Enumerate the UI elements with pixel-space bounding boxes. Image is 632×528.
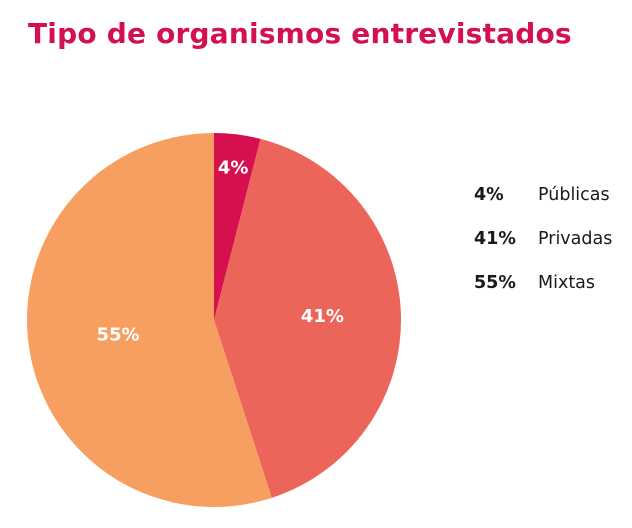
legend-label: Públicas <box>538 185 610 205</box>
legend: 4% Públicas 41% Privadas 55% Mixtas <box>474 173 612 305</box>
legend-value: 4% <box>474 185 504 205</box>
slice-value-label: 4% <box>218 157 249 178</box>
pie-slices <box>27 133 402 507</box>
legend-item-mixtas: 55% Mixtas <box>474 261 612 305</box>
legend-label: Mixtas <box>538 273 596 293</box>
slice-value-label: 55% <box>96 325 139 346</box>
chart-title: Tipo de organismos entrevistados <box>28 17 572 50</box>
legend-value: 41% <box>474 229 516 249</box>
legend-item-publicas: 4% Públicas <box>474 173 612 217</box>
legend-item-privadas: 41% Privadas <box>474 217 612 261</box>
legend-value: 55% <box>474 273 516 293</box>
slice-value-label: 41% <box>301 306 344 327</box>
pie-slice-privadas <box>214 138 402 498</box>
pie-slice-publicas <box>214 133 261 320</box>
legend-label: Privadas <box>538 229 613 249</box>
pie-slice-labels: 4% 41% 55% <box>96 157 343 345</box>
pie-slice-mixtas <box>27 133 272 507</box>
